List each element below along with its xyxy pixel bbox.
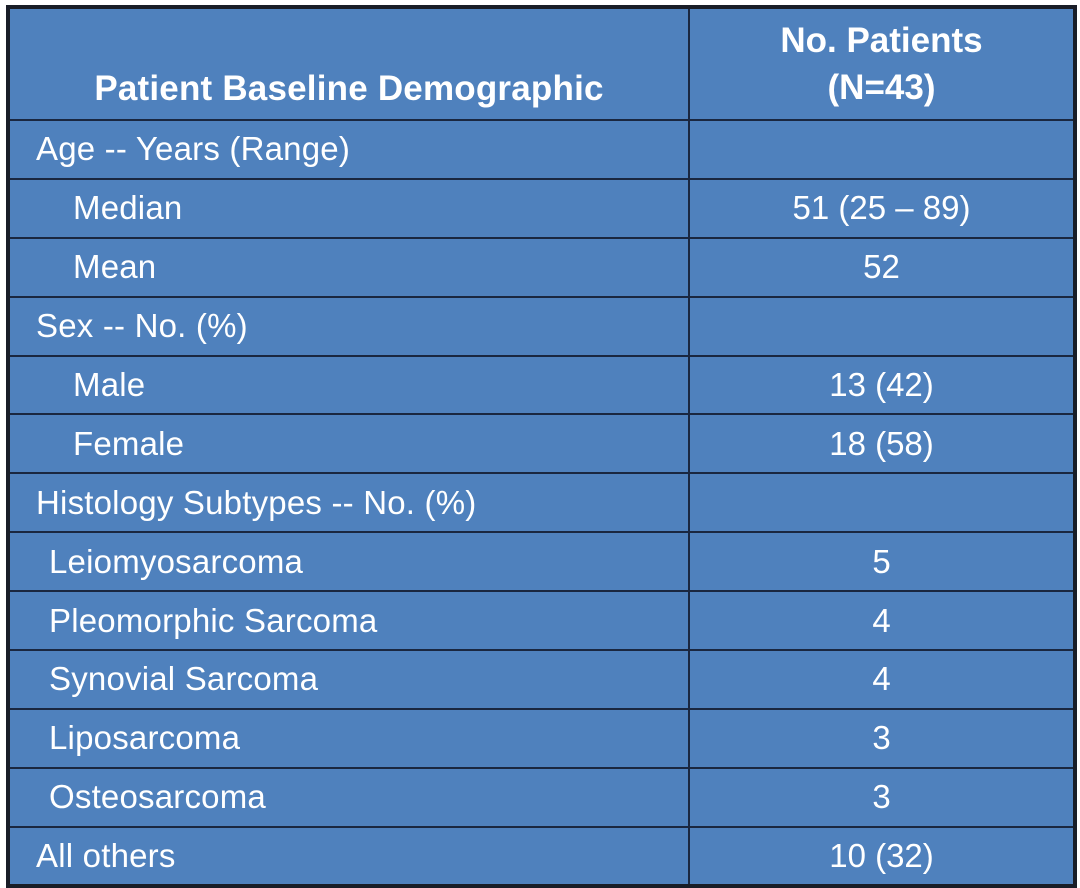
row-label: Median [7,177,690,239]
row-value [688,295,1076,357]
header-cell-demographic: Patient Baseline Demographic [7,6,690,121]
table-body: Age -- Years (Range) Median 51 (25 – 89)… [7,119,1076,887]
row-label: Histology Subtypes -- No. (%) [7,472,690,534]
patient-demographics-figure: Patient Baseline Demographic No. Patient… [6,5,1077,888]
row-value: 5 [688,531,1076,593]
table-row: Histology Subtypes -- No. (%) [7,472,1076,534]
row-value: 52 [688,236,1076,298]
table-row: Liposarcoma 3 [7,707,1076,769]
table-row: Median 51 (25 – 89) [7,177,1076,239]
table-row: Mean 52 [7,236,1076,298]
row-label: Female [7,413,690,475]
row-label: Mean [7,236,690,298]
table-row: Female 18 (58) [7,413,1076,475]
patient-demographics-table: Patient Baseline Demographic No. Patient… [6,5,1077,888]
header-no-patients-line2: (N=43) [827,68,936,107]
row-value: 4 [688,590,1076,652]
table-row: Synovial Sarcoma 4 [7,649,1076,710]
row-label: Osteosarcoma [7,766,690,828]
row-label: Age -- Years (Range) [7,119,690,180]
row-value: 13 (42) [688,354,1076,416]
row-value: 3 [688,766,1076,828]
row-label: All others [7,825,690,887]
table-row: Male 13 (42) [7,354,1076,416]
header-cell-no-patients: No. Patients (N=43) [688,6,1076,121]
row-label: Male [7,354,690,416]
table-row: Sex -- No. (%) [7,295,1076,357]
row-value: 3 [688,707,1076,769]
header-no-patients-line1: No. Patients [780,21,983,60]
row-label: Liposarcoma [7,707,690,769]
row-label: Leiomyosarcoma [7,531,690,593]
table-row: Leiomyosarcoma 5 [7,531,1076,593]
table-row: Osteosarcoma 3 [7,766,1076,828]
row-label: Synovial Sarcoma [7,649,690,710]
row-label: Pleomorphic Sarcoma [7,590,690,652]
row-value: 10 (32) [688,825,1076,887]
row-value [688,472,1076,534]
row-value: 4 [688,649,1076,710]
header-demographic-label: Patient Baseline Demographic [94,69,604,108]
row-value: 18 (58) [688,413,1076,475]
header-row: Patient Baseline Demographic No. Patient… [7,6,1076,121]
table-row: All others 10 (32) [7,825,1076,887]
row-value [688,119,1076,180]
row-label: Sex -- No. (%) [7,295,690,357]
row-value: 51 (25 – 89) [688,177,1076,239]
table-row: Age -- Years (Range) [7,119,1076,180]
table-row: Pleomorphic Sarcoma 4 [7,590,1076,652]
